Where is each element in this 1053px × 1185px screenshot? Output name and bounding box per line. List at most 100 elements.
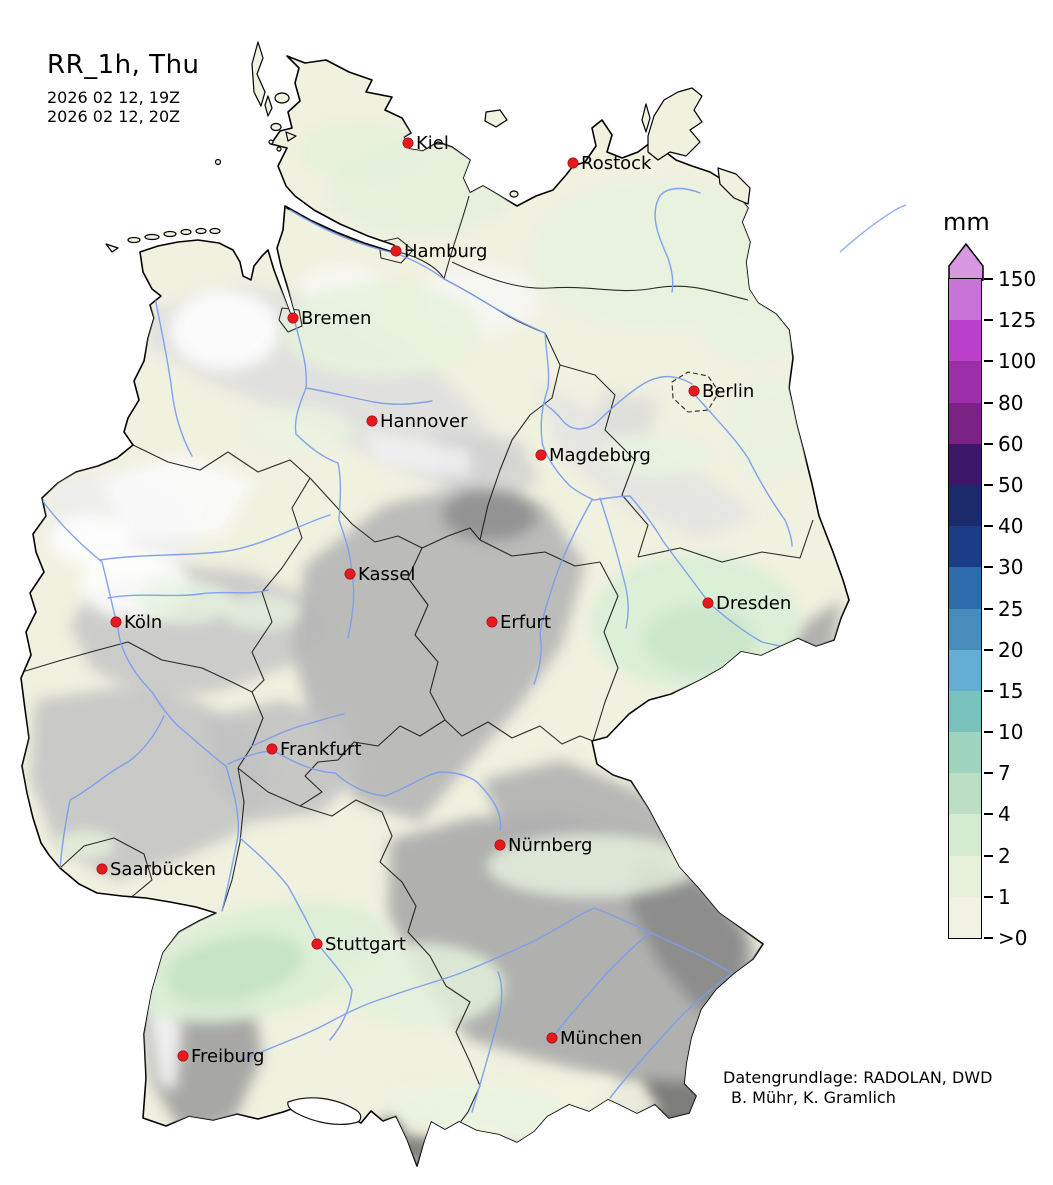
city-marker-erfurt (486, 616, 498, 628)
city-label-dresden: Dresden (716, 593, 791, 614)
colorbar-segment-25-30 (949, 567, 981, 609)
colorbar-ticklabel-20: 20 (998, 637, 1024, 662)
colorbar-tickmark-40 (984, 525, 993, 528)
colorbar-ticklabel-4: 4 (998, 802, 1011, 827)
lake-bodensee (287, 1097, 362, 1126)
colorbar-ticklabel-2: 2 (998, 843, 1011, 868)
city-marker-frankfurt (266, 743, 278, 755)
colorbar-segment-60-80 (949, 402, 981, 444)
colorbar-ticklabel-100: 100 (998, 349, 1037, 374)
river-oder-segment (839, 204, 907, 253)
city-label-hannover: Hannover (380, 411, 468, 432)
city-label-kassel: Kassel (358, 564, 415, 585)
colorbar-ticklabel-125: 125 (998, 308, 1037, 333)
colorbar-tickmark-10 (984, 731, 993, 734)
colorbar-tickmark-80 (984, 401, 993, 404)
city-marker-bremen (287, 312, 299, 324)
city-label-hamburg: Hamburg (404, 241, 487, 262)
page-title: RR_1h, Thu (47, 50, 200, 80)
city-label-saarbücken: Saarbücken (110, 859, 216, 880)
colorbar-ticklabel-60: 60 (998, 431, 1024, 456)
colorbar-tickmark-4 (984, 813, 993, 816)
city-marker-hannover (366, 415, 378, 427)
colorbar-ticklabel-30: 30 (998, 555, 1024, 580)
colorbar-segment-125-150 (949, 279, 981, 321)
colorbar-ticklabel-1: 1 (998, 884, 1011, 909)
colorbar-overflow-arrow (948, 242, 984, 281)
city-marker-kassel (344, 568, 356, 580)
colorbar-ticklabel-10: 10 (998, 720, 1024, 745)
city-marker-saarbücken (96, 863, 108, 875)
city-label-berlin: Berlin (702, 381, 754, 402)
colorbar-ticklabel->0: >0 (998, 926, 1028, 950)
city-marker-hamburg (390, 245, 402, 257)
city-label-münchen: München (560, 1028, 642, 1049)
city-label-erfurt: Erfurt (500, 612, 551, 633)
colorbar-segment-50-60 (949, 443, 981, 485)
colorbar-ticklabel-7: 7 (998, 761, 1011, 786)
colorbar-segment-0-1 (949, 896, 981, 938)
colorbar-segment-40-50 (949, 484, 981, 527)
city-label-bremen: Bremen (301, 308, 371, 329)
colorbar-tickmark-2 (984, 854, 993, 857)
islands (105, 41, 751, 253)
colorbar-segment-2-4 (949, 814, 981, 856)
city-marker-freiburg (177, 1050, 189, 1062)
city-label-magdeburg: Magdeburg (549, 445, 651, 466)
colorbar-tickmark-7 (984, 772, 993, 775)
city-marker-berlin (688, 385, 700, 397)
colorbar (948, 278, 982, 939)
rivers (41, 187, 793, 1113)
colorbar-ticklabel-40: 40 (998, 514, 1024, 539)
colorbar-segment-4-7 (949, 773, 981, 815)
colorbar-ticklabel-50: 50 (998, 472, 1024, 497)
city-label-rostock: Rostock (581, 153, 652, 174)
colorbar-segment-1-2 (949, 855, 981, 897)
author-credit: B. Mühr, K. Gramlich (731, 1088, 896, 1107)
city-label-köln: Köln (124, 612, 162, 633)
colorbar-tickmark-60 (984, 442, 993, 445)
colorbar-segment-80-100 (949, 361, 981, 403)
colorbar-segment-7-10 (949, 732, 981, 774)
colorbar-tickmark-50 (984, 483, 993, 486)
state-borders (21, 195, 814, 1129)
colorbar-tickmark-1 (984, 895, 993, 898)
colorbar-ticklabel-80: 80 (998, 390, 1024, 415)
city-marker-köln (110, 616, 122, 628)
city-marker-nürnberg (494, 839, 506, 851)
city-marker-stuttgart (311, 938, 323, 950)
colorbar-tickmark-20 (984, 648, 993, 651)
city-label-freiburg: Freiburg (191, 1046, 264, 1067)
colorbar-unit-label: mm (943, 208, 990, 236)
colorbar-tickmark-150 (984, 278, 993, 280)
colorbar-segment-10-15 (949, 690, 981, 733)
data-source-credit: Datengrundlage: RADOLAN, DWD (723, 1068, 993, 1087)
city-label-stuttgart: Stuttgart (325, 934, 406, 955)
city-marker-dresden (702, 597, 714, 609)
colorbar-tickmark-25 (984, 607, 993, 610)
colorbar-tickmark->0 (984, 937, 993, 939)
city-marker-kiel (402, 137, 414, 149)
colorbar-segment-30-40 (949, 526, 981, 568)
city-label-nürnberg: Nürnberg (508, 835, 592, 856)
colorbar-ticklabel-25: 25 (998, 596, 1024, 621)
city-markers-layer: Kiel Rostock Hamburg Bremen Berlin Hannover Ma… (96, 133, 791, 1067)
colorbar-segment-15-20 (949, 649, 981, 691)
city-label-kiel: Kiel (416, 133, 449, 154)
colorbar-segment-100-125 (949, 320, 981, 362)
city-marker-münchen (546, 1032, 558, 1044)
valid-time-end: 2026 02 12, 20Z (47, 107, 181, 126)
city-label-frankfurt: Frankfurt (280, 739, 362, 760)
colorbar-tickmark-100 (984, 360, 993, 363)
city-marker-magdeburg (535, 449, 547, 461)
colorbar-ticklabel-15: 15 (998, 678, 1024, 703)
colorbar-segment-20-25 (949, 608, 981, 650)
valid-time-start: 2026 02 12, 19Z (47, 88, 181, 107)
colorbar-tickmark-15 (984, 689, 993, 692)
city-marker-rostock (567, 157, 579, 169)
colorbar-ticklabel-150: 150 (998, 267, 1037, 291)
colorbar-tickmark-125 (984, 319, 993, 322)
colorbar-tickmark-30 (984, 566, 993, 569)
